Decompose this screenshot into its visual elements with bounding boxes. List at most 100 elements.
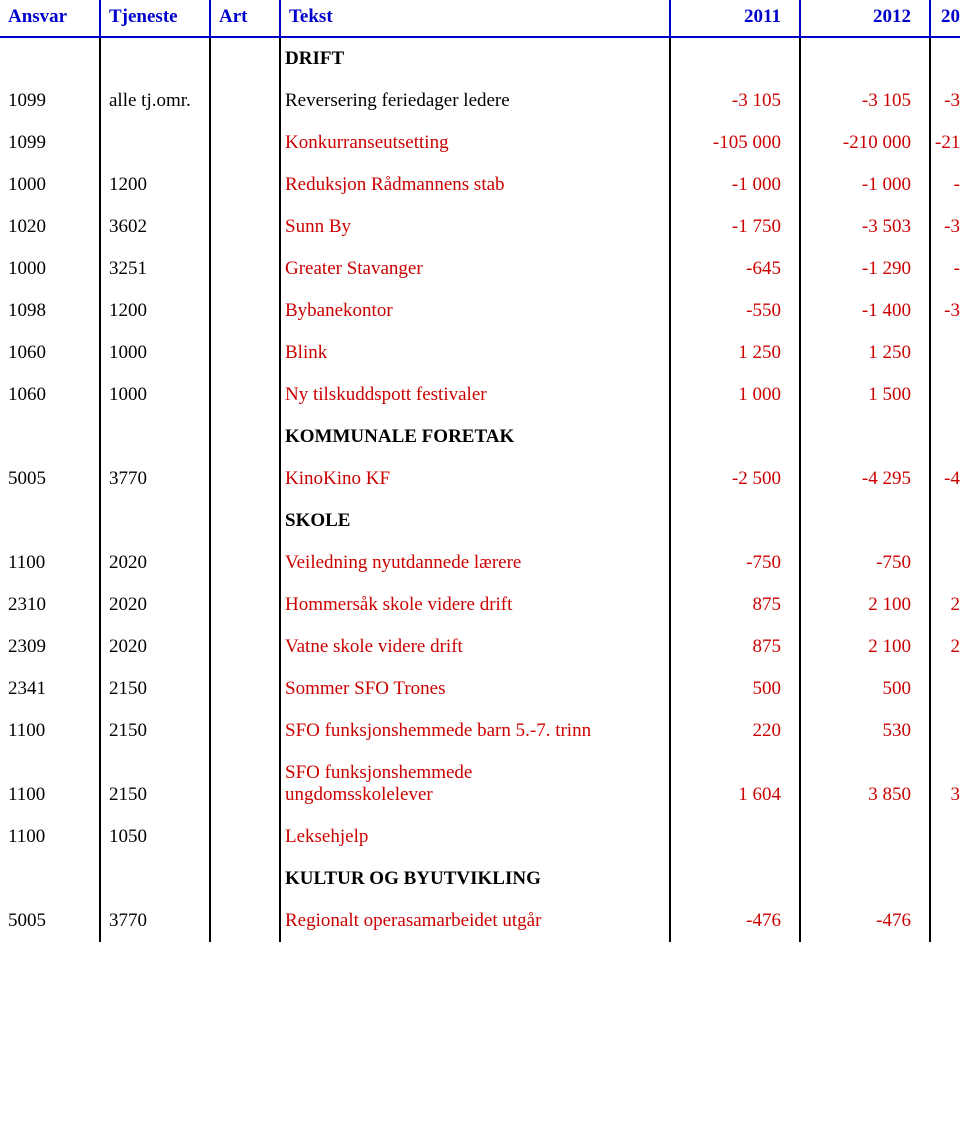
cell-2011 bbox=[670, 752, 800, 784]
table-row: 1098 1200 Bybanekontor -550 -1 400 -3 bbox=[0, 290, 960, 332]
section-kultur: KULTUR OG BYUTVIKLING bbox=[0, 858, 960, 900]
cell-2011: 875 bbox=[670, 584, 800, 626]
cell-ansvar: 1000 bbox=[0, 164, 100, 206]
cell-20x bbox=[930, 542, 960, 584]
cell-20x: 2 bbox=[930, 584, 960, 626]
cell-art bbox=[210, 206, 280, 248]
header-tjeneste: Tjeneste bbox=[100, 0, 210, 36]
cell-2012: 530 bbox=[800, 710, 930, 752]
cell-2011: -105 000 bbox=[670, 122, 800, 164]
cell-ansvar: 1060 bbox=[0, 374, 100, 416]
cell-art bbox=[210, 290, 280, 332]
table-row: 2310 2020 Hommersåk skole videre drift 8… bbox=[0, 584, 960, 626]
cell-tekst: SFO funksjonshemmede barn 5.-7. trinn bbox=[280, 710, 670, 752]
cell-2012: -3 503 bbox=[800, 206, 930, 248]
cell-tekst: KinoKino KF bbox=[280, 458, 670, 500]
cell-2012 bbox=[800, 816, 930, 858]
header-tekst: Tekst bbox=[280, 0, 670, 36]
cell-2012: 500 bbox=[800, 668, 930, 710]
table-row: 1099 alle tj.omr. Reversering feriedager… bbox=[0, 80, 960, 122]
cell-ansvar: 1099 bbox=[0, 122, 100, 164]
cell-art bbox=[210, 816, 280, 858]
cell-2012: -4 295 bbox=[800, 458, 930, 500]
table-row: 5005 3770 KinoKino KF -2 500 -4 295 -4 bbox=[0, 458, 960, 500]
cell-20x: -3 bbox=[930, 206, 960, 248]
cell-2011: 1 604 bbox=[670, 784, 800, 816]
cell-ansvar: 2310 bbox=[0, 584, 100, 626]
cell-tekst: Konkurranseutsetting bbox=[280, 122, 670, 164]
cell-ansvar: 1098 bbox=[0, 290, 100, 332]
cell-art bbox=[210, 626, 280, 668]
cell-tekst: Regionalt operasamarbeidet utgår bbox=[280, 900, 670, 942]
cell-art bbox=[210, 248, 280, 290]
cell-art bbox=[210, 80, 280, 122]
cell-2011: 875 bbox=[670, 626, 800, 668]
cell-tjeneste: 1000 bbox=[100, 332, 210, 374]
table-row: 1020 3602 Sunn By -1 750 -3 503 -3 bbox=[0, 206, 960, 248]
cell-art bbox=[210, 784, 280, 816]
cell-tekst: Leksehjelp bbox=[280, 816, 670, 858]
cell-tjeneste: 3770 bbox=[100, 458, 210, 500]
cell-20x bbox=[930, 668, 960, 710]
cell-2011 bbox=[670, 816, 800, 858]
cell-2012: 1 500 bbox=[800, 374, 930, 416]
cell-tekst: Sunn By bbox=[280, 206, 670, 248]
cell-2011: -1 000 bbox=[670, 164, 800, 206]
cell-20x bbox=[930, 710, 960, 752]
table-row: 1060 1000 Blink 1 250 1 250 bbox=[0, 332, 960, 374]
cell-tekst: Ny tilskuddspott festivaler bbox=[280, 374, 670, 416]
cell-2011: -2 500 bbox=[670, 458, 800, 500]
cell-20x bbox=[930, 332, 960, 374]
cell-20x: -4 bbox=[930, 458, 960, 500]
cell-20x: -210 bbox=[930, 122, 960, 164]
cell-tjeneste: 3770 bbox=[100, 900, 210, 942]
header-2011: 2011 bbox=[670, 0, 800, 36]
cell-ansvar: 1100 bbox=[0, 784, 100, 816]
cell-ansvar: 1000 bbox=[0, 248, 100, 290]
table-row: 1099 Konkurranseutsetting -105 000 -210 … bbox=[0, 122, 960, 164]
cell-tjeneste: 1200 bbox=[100, 164, 210, 206]
table-row: 2341 2150 Sommer SFO Trones 500 500 bbox=[0, 668, 960, 710]
cell-tjeneste bbox=[100, 752, 210, 784]
section-kultur-label: KULTUR OG BYUTVIKLING bbox=[280, 858, 670, 900]
section-kommunale: KOMMUNALE FORETAK bbox=[0, 416, 960, 458]
cell-2011: 500 bbox=[670, 668, 800, 710]
budget-table: Ansvar Tjeneste Art Tekst 2011 2012 20 D… bbox=[0, 0, 960, 942]
cell-tjeneste: 2150 bbox=[100, 784, 210, 816]
cell-tjeneste: 3251 bbox=[100, 248, 210, 290]
cell-tekst: ungdomsskolelever bbox=[280, 784, 670, 816]
cell-ansvar: 2309 bbox=[0, 626, 100, 668]
cell-2011: 1 250 bbox=[670, 332, 800, 374]
cell-20x: 3 bbox=[930, 784, 960, 816]
cell-ansvar: 5005 bbox=[0, 458, 100, 500]
cell-2011: -750 bbox=[670, 542, 800, 584]
cell-2012: -476 bbox=[800, 900, 930, 942]
cell-20x: - bbox=[930, 248, 960, 290]
cell-20x: 2 bbox=[930, 626, 960, 668]
table-row: 1100 2020 Veiledning nyutdannede lærere … bbox=[0, 542, 960, 584]
cell-tekst: Vatne skole videre drift bbox=[280, 626, 670, 668]
cell-tekst: Bybanekontor bbox=[280, 290, 670, 332]
cell-ansvar: 2341 bbox=[0, 668, 100, 710]
cell-tekst: Reduksjon Rådmannens stab bbox=[280, 164, 670, 206]
cell-art bbox=[210, 374, 280, 416]
header-20x: 20 bbox=[930, 0, 960, 36]
cell-art bbox=[210, 164, 280, 206]
table-row: 1100 2150 SFO funksjonshemmede barn 5.-7… bbox=[0, 710, 960, 752]
section-drift-label: DRIFT bbox=[280, 37, 670, 80]
cell-20x bbox=[930, 816, 960, 858]
cell-20x bbox=[930, 752, 960, 784]
cell-tjeneste: 2020 bbox=[100, 584, 210, 626]
cell-ansvar: 1020 bbox=[0, 206, 100, 248]
cell-20x bbox=[930, 374, 960, 416]
cell-tekst: Hommersåk skole videre drift bbox=[280, 584, 670, 626]
section-skole-label: SKOLE bbox=[280, 500, 670, 542]
cell-2012: -1 400 bbox=[800, 290, 930, 332]
cell-tjeneste: 1050 bbox=[100, 816, 210, 858]
cell-tjeneste: 3602 bbox=[100, 206, 210, 248]
cell-2011: -550 bbox=[670, 290, 800, 332]
cell-tekst: Veiledning nyutdannede lærere bbox=[280, 542, 670, 584]
cell-tekst: Sommer SFO Trones bbox=[280, 668, 670, 710]
cell-tjeneste: 1200 bbox=[100, 290, 210, 332]
cell-2011: -476 bbox=[670, 900, 800, 942]
